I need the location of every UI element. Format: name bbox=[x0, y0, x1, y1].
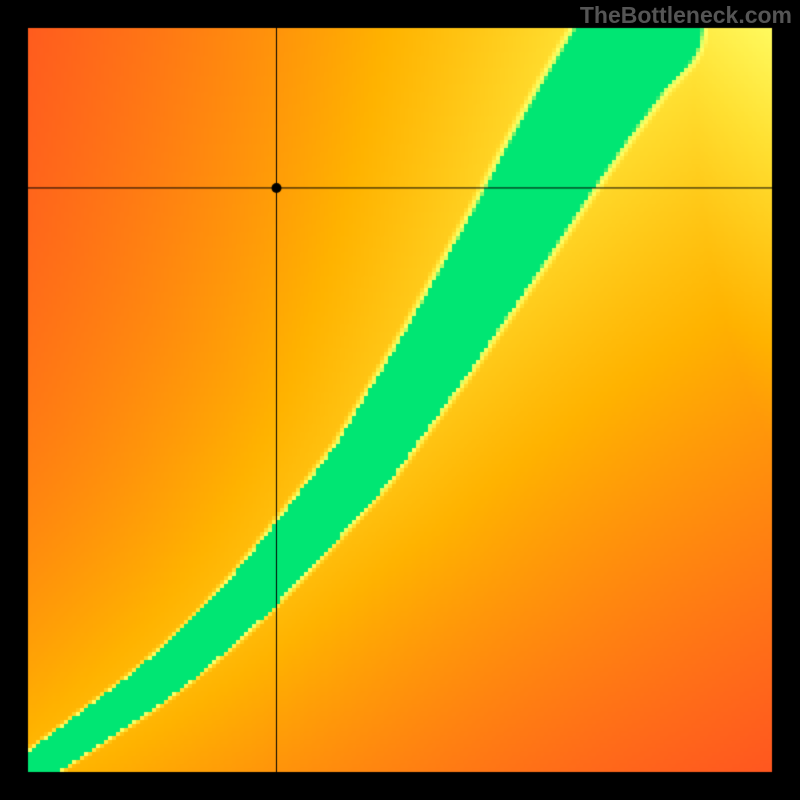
watermark-text: TheBottleneck.com bbox=[580, 2, 792, 29]
chart-container: TheBottleneck.com bbox=[0, 0, 800, 800]
bottleneck-heatmap bbox=[0, 0, 800, 800]
